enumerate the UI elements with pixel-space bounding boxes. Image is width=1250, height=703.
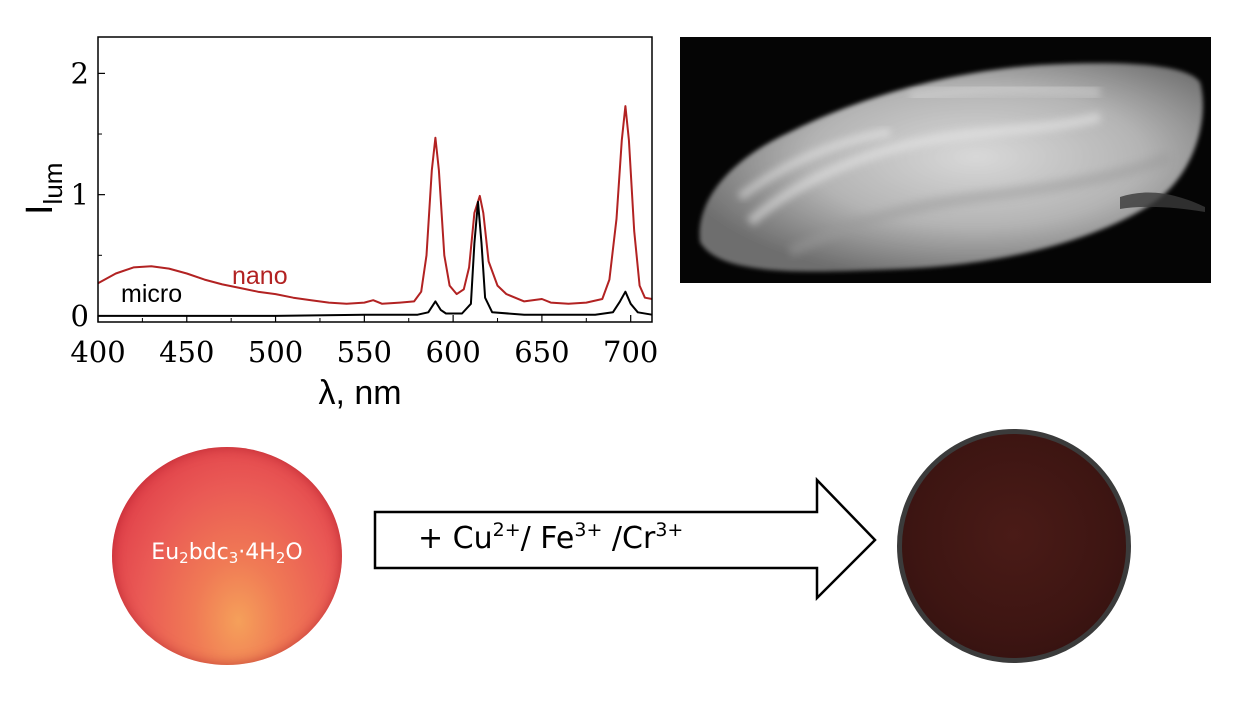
series-line-micro <box>98 200 653 317</box>
y-tick-label: 1 <box>71 178 89 212</box>
y-tick-label: 2 <box>71 56 89 90</box>
red-sample-disc: Eu2bdc3·4H2O <box>112 447 342 665</box>
sample-formula-label: Eu2bdc3·4H2O <box>151 540 303 567</box>
x-tick-label: 650 <box>514 335 569 369</box>
x-tick-label: 550 <box>337 335 392 369</box>
y-axis-label: Ilum <box>19 163 68 215</box>
annotation-micro: micro <box>121 280 182 308</box>
sem-micrograph <box>680 37 1211 283</box>
x-tick-label: 700 <box>603 335 658 369</box>
x-axis-label: λ, nm <box>318 374 401 412</box>
quenched-sample-disc <box>897 429 1131 663</box>
series-line-nano <box>97 105 653 305</box>
reaction-arrow <box>373 476 877 602</box>
metal-ions-label: + Cu2+/ Fe3+ /Cr3+ <box>418 519 684 556</box>
x-tick-label: 500 <box>248 335 303 369</box>
x-tick-label: 400 <box>70 335 125 369</box>
y-tick-label: 0 <box>71 299 89 333</box>
x-tick-label: 450 <box>159 335 214 369</box>
annotation-nano: nano <box>232 262 288 290</box>
luminescence-chart: 400 450 500 550 600 650 700 0 1 2 λ, nm Ilum nano mic… <box>19 36 658 412</box>
plot-frame <box>97 36 653 323</box>
x-tick-label: 600 <box>425 335 480 369</box>
